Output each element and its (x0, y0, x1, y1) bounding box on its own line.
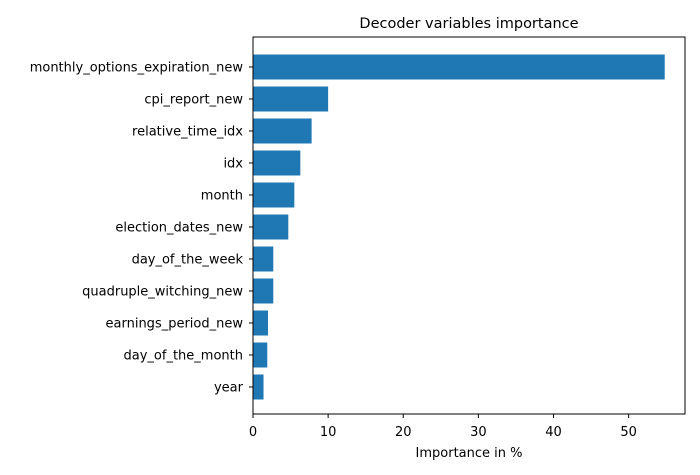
x-tick-label: 50 (620, 425, 637, 440)
bar-month (253, 182, 295, 208)
x-axis: 0 10 20 30 40 50 (249, 414, 637, 440)
y-tick-label: year (214, 381, 244, 396)
bar-quadruple-witching-new (253, 278, 274, 304)
category-labels: monthly_options_expiration_new cpi_report… (30, 61, 253, 396)
bars-group (253, 54, 665, 400)
y-tick-label: quadruple_witching_new (82, 285, 243, 300)
chart-title: Decoder variables importance (359, 16, 578, 32)
x-tick-label: 30 (470, 425, 487, 440)
x-tick-label: 10 (320, 425, 337, 440)
plot-frame (252, 36, 686, 415)
y-tick-label: idx (223, 157, 243, 172)
x-tick-label: 0 (249, 425, 257, 440)
bar-day-of-the-week (253, 246, 274, 272)
bar-election-dates-new (253, 214, 289, 240)
y-tick-label: earnings_period_new (106, 317, 244, 332)
bar-idx (253, 150, 301, 176)
y-tick-label: monthly_options_expiration_new (30, 61, 244, 76)
y-tick-label: day_of_the_month (124, 349, 243, 364)
bar-earnings-period-new (253, 310, 269, 336)
y-tick-label: election_dates_new (115, 221, 243, 236)
y-tick-label: cpi_report_new (144, 93, 243, 108)
y-tick-label: month (201, 189, 243, 204)
x-axis-label: Importance in % (416, 446, 523, 461)
x-tick-label: 40 (545, 425, 562, 440)
bar-cpi-report-new (253, 86, 329, 112)
bar-relative-time-idx (253, 118, 312, 144)
bar-year (253, 374, 264, 400)
bar-monthly-options-expiration-new (253, 54, 665, 80)
y-tick-label: day_of_the_week (132, 253, 244, 268)
bar-day-of-the-month (253, 342, 268, 368)
x-tick-label: 20 (395, 425, 412, 440)
y-tick-label: relative_time_idx (132, 125, 243, 140)
